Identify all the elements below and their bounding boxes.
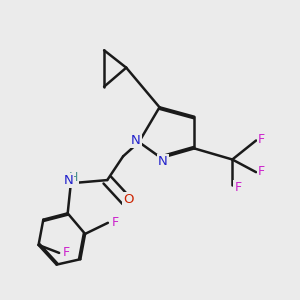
Text: H: H <box>69 171 78 184</box>
Text: N: N <box>63 174 73 187</box>
Text: O: O <box>124 193 134 206</box>
Text: F: F <box>258 165 265 178</box>
Text: F: F <box>62 246 70 260</box>
Text: N: N <box>158 155 167 168</box>
Text: F: F <box>111 216 118 229</box>
Text: F: F <box>258 134 265 146</box>
Text: N: N <box>131 134 141 147</box>
Text: F: F <box>235 181 242 194</box>
